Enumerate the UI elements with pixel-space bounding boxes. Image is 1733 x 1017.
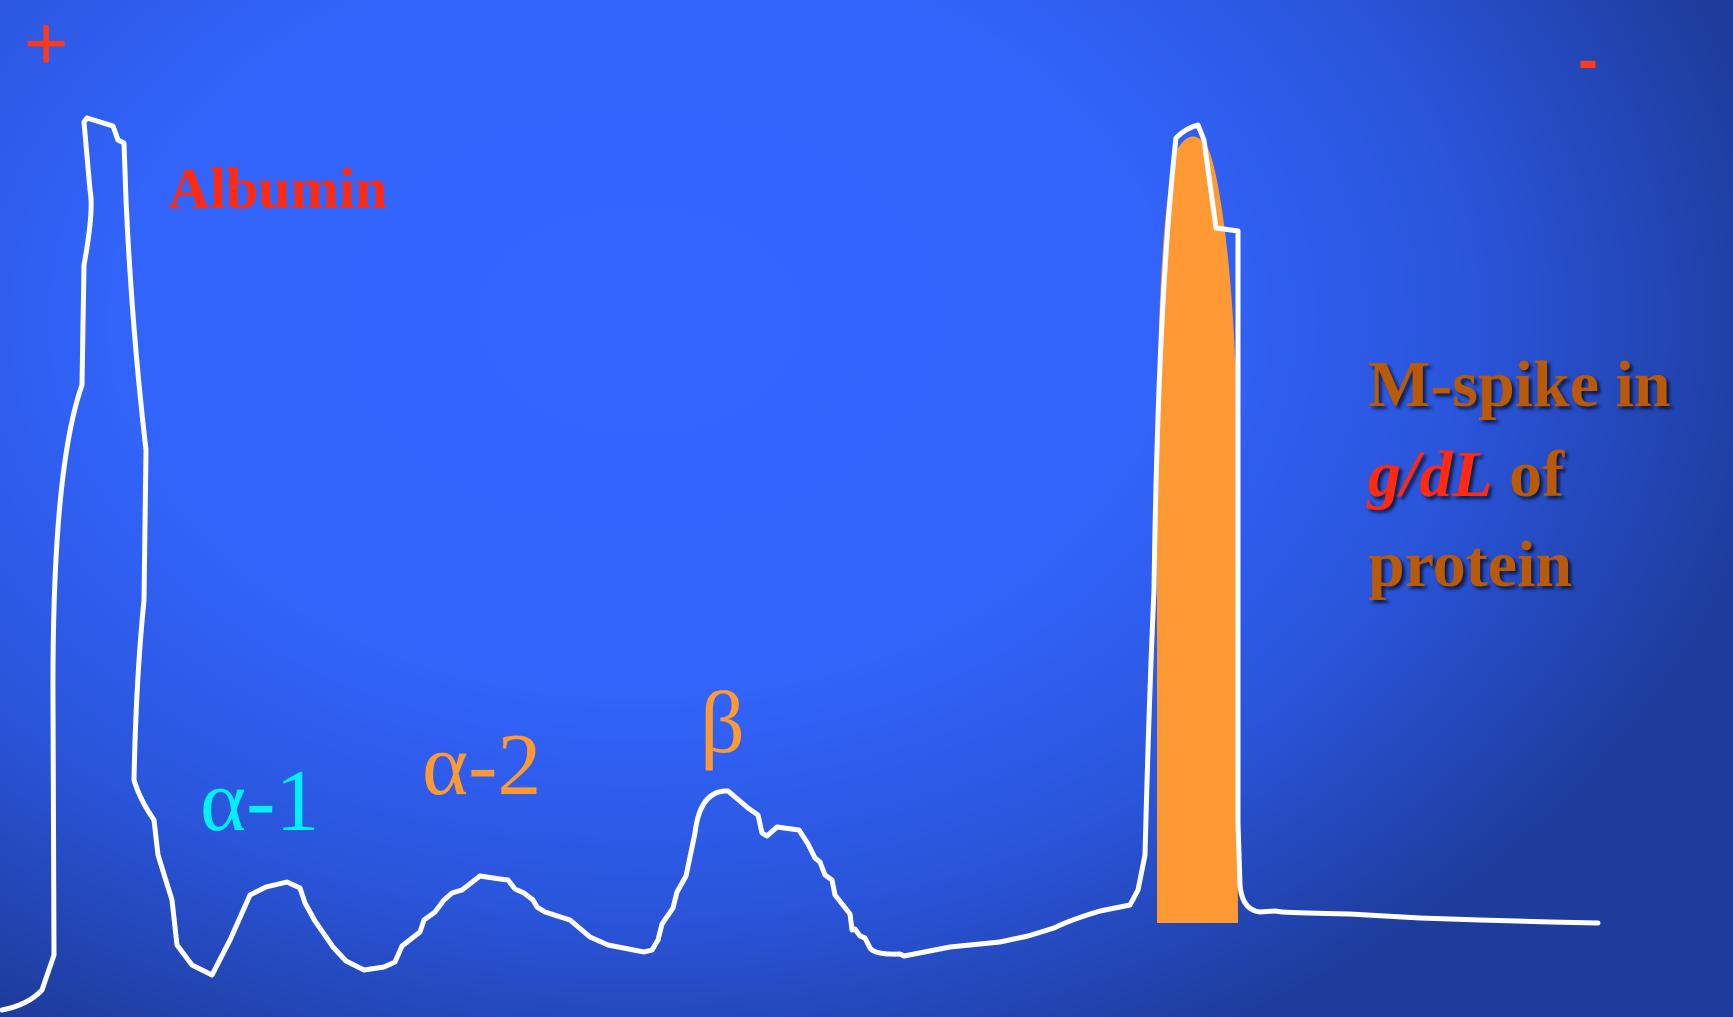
m-spike-annotation: M-spike in g/dL of protein: [1368, 340, 1671, 610]
m-spike-line2: g/dL of: [1368, 430, 1671, 520]
beta-label: β: [700, 675, 745, 772]
m-spike-unit: g/dL: [1368, 438, 1493, 511]
densitometry-trace: [0, 115, 1601, 1013]
albumin-label: Albumin: [168, 156, 388, 221]
m-spike-line3: protein: [1368, 528, 1573, 601]
anode-plus-sign: +: [24, 1, 69, 86]
alpha1-label: α-1: [200, 753, 320, 850]
alpha2-label: α-2: [422, 717, 542, 814]
m-spike-fill: [1157, 136, 1238, 923]
cathode-minus-sign: -: [1578, 26, 1598, 93]
m-spike-line1: M-spike in: [1368, 348, 1671, 421]
m-spike-line2-rest: of: [1492, 438, 1565, 511]
